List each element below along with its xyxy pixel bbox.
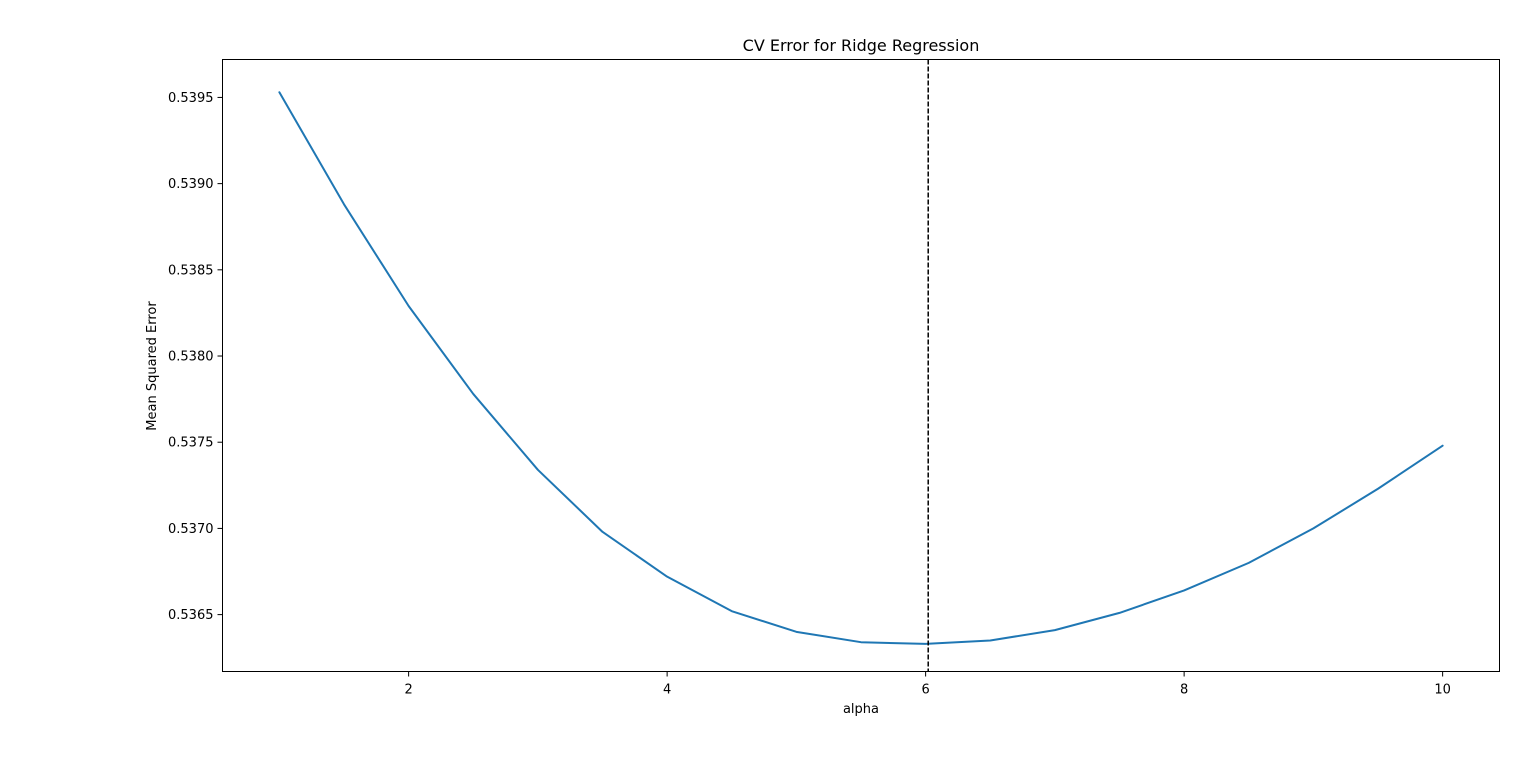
x-tick-label: 8 <box>1180 683 1188 698</box>
x-axis: 2 4 6 8 10 <box>404 671 1451 698</box>
x-tick-label: 2 <box>404 683 412 698</box>
plot-area <box>278 59 1444 672</box>
y-axis: 0.5365 0.5370 0.5375 0.5380 0.5385 0.5390 0.53… <box>168 91 223 623</box>
y-tick-label: 0.5375 <box>168 436 214 451</box>
y-axis-label: Mean Squared Error <box>145 301 160 431</box>
y-tick-label: 0.5390 <box>168 177 214 192</box>
y-tick-label: 0.5365 <box>168 608 214 623</box>
x-tick-label: 4 <box>663 683 671 698</box>
y-tick-label: 0.5370 <box>168 522 214 537</box>
y-tick-label: 0.5395 <box>168 91 214 106</box>
chart-title: CV Error for Ridge Regression <box>743 36 980 55</box>
x-tick-label: 10 <box>1434 683 1451 698</box>
x-tick-label: 6 <box>921 683 929 698</box>
y-tick-label: 0.5380 <box>168 350 214 365</box>
x-axis-label: alpha <box>843 702 879 717</box>
plot-frame <box>222 59 1500 672</box>
series-line-0 <box>278 91 1444 645</box>
y-tick-label: 0.5385 <box>168 263 214 278</box>
